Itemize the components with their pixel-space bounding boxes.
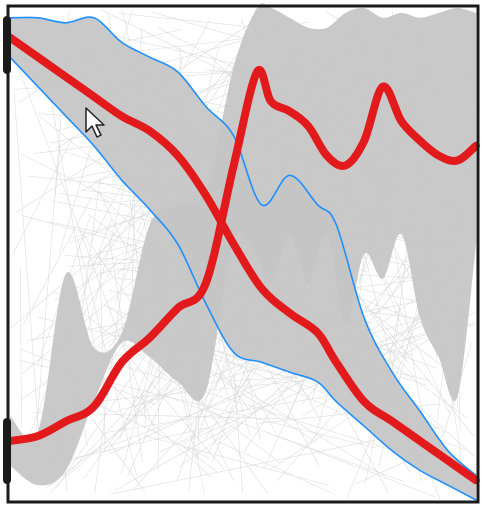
background-trace: [190, 342, 343, 414]
background-trace: [109, 240, 143, 463]
background-trace: [143, 435, 329, 486]
background-trace: [143, 400, 147, 429]
background-trace: [19, 153, 165, 226]
band-edges: [9, 16, 477, 501]
background-trace: [94, 356, 434, 464]
background-trace: [45, 370, 197, 489]
edge-handle-top[interactable]: [3, 16, 11, 74]
mean-lines: [6, 33, 480, 485]
mouse-cursor-icon: [85, 107, 105, 138]
background-trace: [68, 199, 147, 307]
background-trace: [188, 411, 198, 492]
background-trace: [265, 431, 436, 498]
background-trace: [54, 143, 61, 197]
band-upper-edge: [9, 16, 477, 477]
edge-handle-bottom[interactable]: [3, 418, 11, 484]
background-trace: [23, 196, 93, 325]
background-trace: [114, 423, 237, 491]
background-trace: [13, 93, 41, 459]
mean-line-ascending-mean: [6, 65, 480, 445]
background-trace: [12, 136, 74, 256]
background-trace: [54, 291, 281, 464]
background-trace: [20, 267, 22, 428]
background-trace: [218, 441, 335, 495]
background-trace: [67, 317, 247, 477]
plot-frame: [6, 4, 480, 504]
band-lower-edge: [9, 56, 477, 501]
band-ascending-mean: [10, 3, 476, 486]
mean-line-descending-mean: [6, 33, 480, 485]
